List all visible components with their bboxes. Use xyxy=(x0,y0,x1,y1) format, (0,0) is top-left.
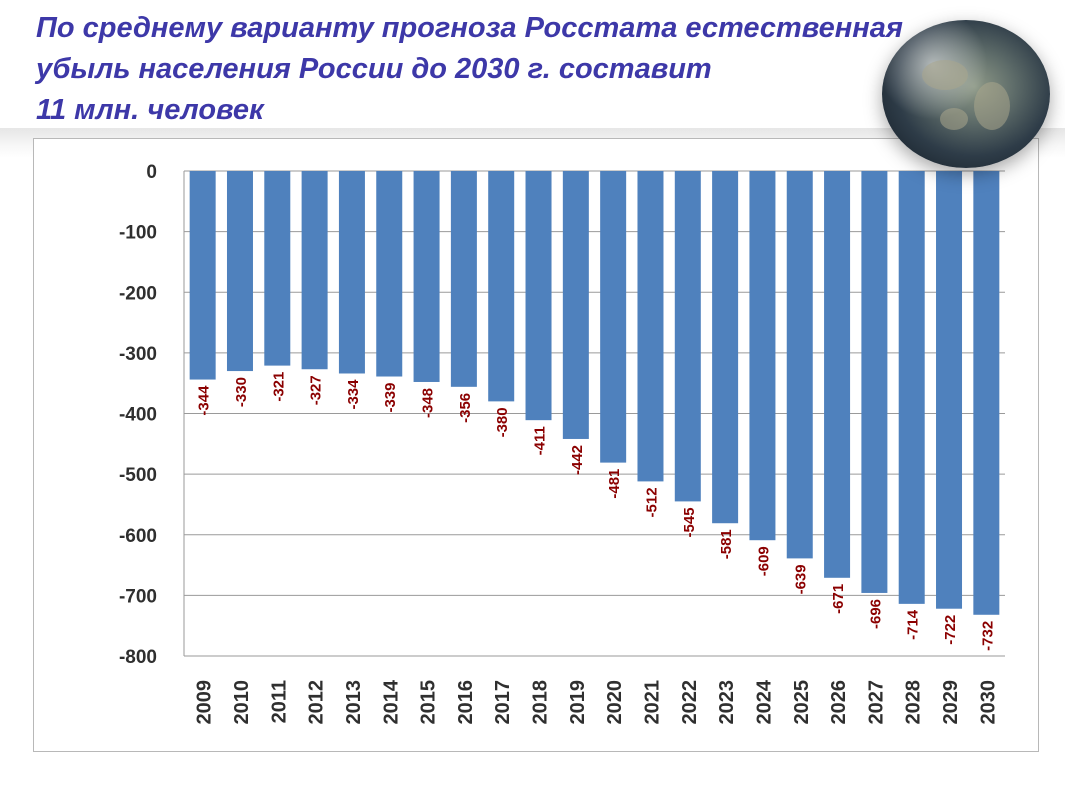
data-label: -344 xyxy=(196,385,213,416)
data-label: -545 xyxy=(681,507,698,537)
data-label: -581 xyxy=(718,529,735,559)
x-tick-label: 2028 xyxy=(903,680,925,725)
x-tick-label: 2020 xyxy=(604,680,626,725)
data-label: -380 xyxy=(494,407,511,437)
x-tick-label: 2013 xyxy=(343,680,365,725)
x-tick-label: 2022 xyxy=(679,680,701,725)
x-tick-label: 2012 xyxy=(306,680,328,725)
bar-2025 xyxy=(786,171,813,559)
earth-globe-icon xyxy=(882,20,1050,168)
data-label: -411 xyxy=(532,426,549,455)
title-line-3: 11 млн. человек xyxy=(36,94,264,126)
bar-2030 xyxy=(973,171,1000,615)
data-label: -330 xyxy=(233,377,250,407)
x-tick-label: 2011 xyxy=(268,680,290,723)
y-tick-label: -200 xyxy=(119,283,157,304)
data-label: -348 xyxy=(420,388,437,418)
x-tick-label: 2016 xyxy=(455,680,477,725)
title-line-1: По среднему варианту прогноза Росстата е… xyxy=(36,12,903,44)
y-axis-tick-labels: 0 -100 -200 -300 -400 -500 -600 -700 -800 xyxy=(119,162,157,668)
page-title: По среднему варианту прогноза Росстата е… xyxy=(36,8,936,131)
x-tick-label: 2009 xyxy=(194,680,216,725)
data-label: -714 xyxy=(905,609,922,640)
x-tick-label: 2024 xyxy=(753,679,775,724)
y-tick-label: -400 xyxy=(119,405,157,426)
bars xyxy=(189,171,1000,615)
bar-2020 xyxy=(600,171,627,463)
data-label: -334 xyxy=(345,379,362,410)
bar-2029 xyxy=(936,171,963,609)
x-tick-label: 2017 xyxy=(492,680,514,725)
y-tick-label: -300 xyxy=(119,344,157,365)
bar-2026 xyxy=(824,171,851,578)
x-tick-label: 2030 xyxy=(977,680,999,725)
bar-2015 xyxy=(413,171,440,382)
data-label: -327 xyxy=(308,375,325,405)
x-tick-label: 2029 xyxy=(940,680,962,725)
data-label: -512 xyxy=(643,487,660,517)
y-tick-label: 0 xyxy=(146,162,157,183)
x-tick-label: 2015 xyxy=(418,680,440,725)
data-label: -442 xyxy=(569,445,586,475)
bar-2022 xyxy=(674,171,701,502)
globe-land-shape xyxy=(940,108,968,130)
y-tick-label: -700 xyxy=(119,586,157,607)
data-label: -321 xyxy=(270,372,287,402)
x-tick-label: 2021 xyxy=(641,680,663,725)
bar-2009 xyxy=(189,171,216,380)
data-label: -481 xyxy=(606,469,623,499)
data-label: -609 xyxy=(755,546,772,576)
bar-2016 xyxy=(450,171,477,387)
bar-2017 xyxy=(488,171,515,402)
data-label: -339 xyxy=(382,383,399,413)
globe-land-shape xyxy=(922,60,968,90)
bar-2010 xyxy=(226,171,253,372)
x-tick-label: 2023 xyxy=(716,680,738,725)
bar-2019 xyxy=(562,171,589,439)
data-label: -671 xyxy=(830,584,847,614)
y-tick-label: -600 xyxy=(119,526,157,547)
bar-2013 xyxy=(338,171,365,374)
data-labels: -344 -330 -321 -327 -334 -339 -348 -356 -380 -411… xyxy=(196,372,997,651)
bar-2011 xyxy=(264,171,291,366)
x-tick-label: 2014 xyxy=(380,679,402,724)
title-line-2: убыль населения России до 2030 г. состав… xyxy=(36,53,712,85)
y-tick-label: -100 xyxy=(119,223,157,244)
y-tick-label: -800 xyxy=(119,647,157,668)
bar-2021 xyxy=(637,171,664,482)
data-label: -639 xyxy=(793,564,810,594)
y-tick-label: -500 xyxy=(119,465,157,486)
bar-2012 xyxy=(301,171,328,370)
x-tick-label: 2010 xyxy=(231,680,253,725)
bar-2027 xyxy=(861,171,888,593)
data-label: -722 xyxy=(942,615,959,645)
bar-2018 xyxy=(525,171,552,421)
data-label: -732 xyxy=(979,621,996,651)
data-label: -356 xyxy=(457,393,474,423)
x-tick-label: 2025 xyxy=(791,680,813,725)
bar-2028 xyxy=(898,171,925,604)
data-label: -696 xyxy=(867,599,884,629)
x-tick-label: 2026 xyxy=(828,680,850,725)
x-axis-tick-labels: 2009 2010 2011 2012 2013 2014 2015 2016 2017 2018… xyxy=(194,679,1000,724)
x-tick-label: 2027 xyxy=(865,680,887,725)
bar-2024 xyxy=(749,171,776,541)
bar-2014 xyxy=(376,171,403,377)
globe-land-shape xyxy=(974,82,1010,130)
bar-2023 xyxy=(712,171,739,524)
x-tick-label: 2018 xyxy=(530,680,552,725)
x-tick-label: 2019 xyxy=(567,680,589,725)
